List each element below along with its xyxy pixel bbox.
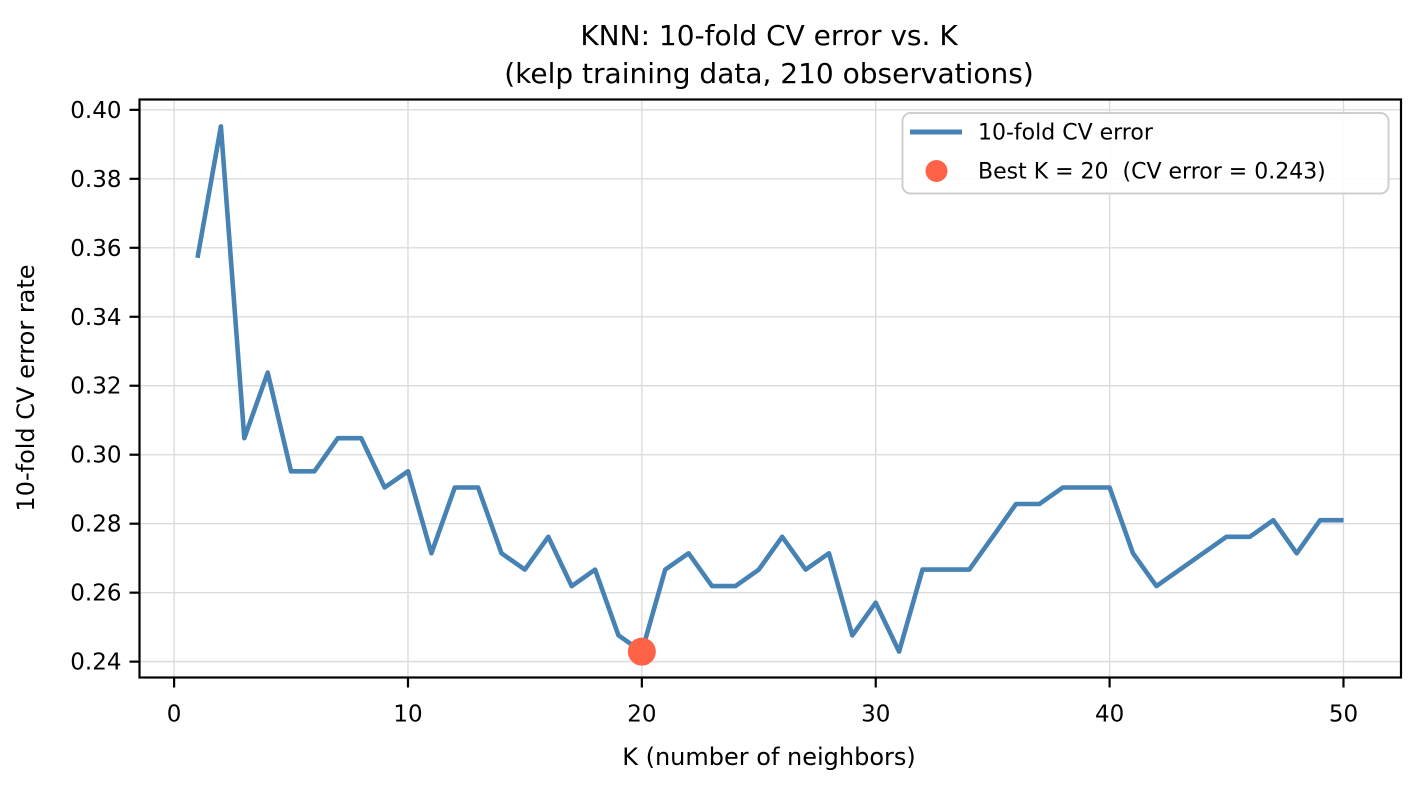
data-layer	[195, 124, 1344, 666]
y-tick-label: 0.38	[70, 167, 121, 193]
y-tick-label: 0.32	[70, 374, 121, 400]
best-k-marker	[627, 637, 656, 666]
y-tick-label: 0.26	[70, 581, 121, 607]
x-tick-label: 10	[393, 702, 422, 728]
x-tick-label: 30	[861, 702, 890, 728]
cv-error-line	[195, 124, 1344, 654]
x-tick-label: 40	[1095, 702, 1124, 728]
x-tick-label: 50	[1329, 702, 1358, 728]
x-tick-label: 0	[167, 702, 182, 728]
legend-marker-sample	[925, 160, 948, 182]
legend: 10-fold CV error Best K = 20 (CV error =…	[901, 112, 1390, 195]
y-tick-label: 0.30	[70, 443, 121, 469]
chart-subtitle: (kelp training data, 210 observations)	[504, 57, 1034, 90]
y-tick-label: 0.36	[70, 236, 121, 262]
y-tick-label: 0.34	[70, 305, 121, 331]
y-tick-label: 0.40	[70, 98, 121, 124]
chart-title: KNN: 10-fold CV error vs. K	[580, 19, 958, 52]
y-axis-label: 10-fold CV error rate	[12, 264, 40, 511]
legend-label-best-k: Best K = 20 (CV error = 0.243)	[978, 160, 1326, 185]
plot-border	[138, 98, 1403, 679]
x-axis-label: K (number of neighbors)	[622, 743, 916, 771]
y-tick-label: 0.24	[70, 650, 121, 676]
legend-frame	[901, 112, 1390, 195]
axes-layer: 0 10 20 30 40 50 0.24 0.26 0.28 0.30 0.32 0.34 0.36 0…	[70, 98, 1403, 728]
legend-label-cv-error: 10-fold CV error	[978, 121, 1154, 146]
y-tick-label: 0.28	[70, 512, 121, 538]
x-tick-label: 20	[627, 702, 656, 728]
